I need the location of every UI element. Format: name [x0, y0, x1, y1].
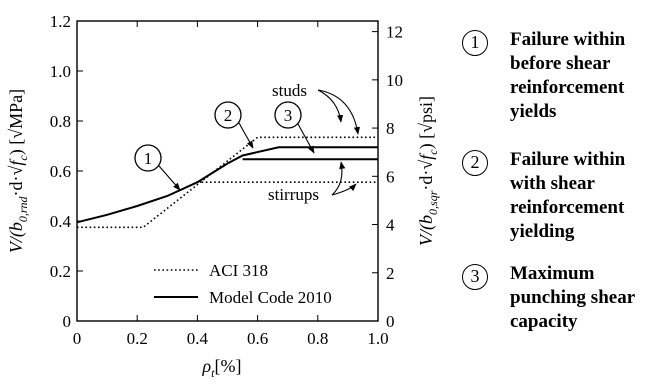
chart-legend: ACI 318 Model Code 2010: [154, 261, 332, 307]
chart: 0 0.2 0.4 0.6 0.8 1.000.20.40.60.81.01.202468…: [6, 12, 440, 380]
stirrups-arrow: [331, 161, 346, 196]
y-tick-label-right: 0: [386, 312, 395, 331]
note-number: 2: [462, 150, 488, 176]
x-tick-label: 0.4: [187, 329, 209, 348]
x-tick-label: 0.2: [127, 329, 148, 348]
stirrups-arrow: [331, 183, 357, 196]
marker-3: 3: [274, 101, 315, 154]
x-tick-label: 1.0: [367, 329, 388, 348]
marker-1: 1: [134, 144, 181, 191]
y-tick-label-right: 8: [386, 119, 395, 138]
x-tick-label: 0.6: [247, 329, 268, 348]
note-text: Failure within before shear reinforcemen…: [510, 29, 626, 122]
y-tick-label-right: 4: [386, 216, 395, 235]
note-text: Failure within with shear reinforcement …: [510, 149, 626, 242]
marker-2: 2: [214, 101, 254, 149]
y-axis-label-right: V/(b0,sqr·d·√fc) [√psi]: [416, 96, 440, 246]
note-text: Maximum punching shear capacity: [510, 263, 635, 332]
y-tick-label-left: 1.2: [50, 12, 71, 31]
note-number: 3: [462, 264, 488, 290]
stirrups-label: stirrups: [268, 185, 319, 204]
studs-arrow: [317, 89, 344, 123]
y-tick-label-left: 0.6: [50, 162, 71, 181]
svg-text:2: 2: [224, 106, 233, 125]
studs-label: studs: [272, 81, 307, 100]
series-line-aci: [77, 136, 378, 229]
x-tick-label: 0: [73, 329, 82, 348]
y-tick-label-right: 6: [386, 167, 395, 186]
series-line-model-code: [76, 146, 378, 224]
svg-text:3: 3: [284, 106, 293, 125]
y-tick-label-right: 12: [386, 23, 403, 42]
x-axis-label: ρt[%]: [202, 356, 242, 380]
y-tick-label-left: 0.8: [50, 112, 71, 131]
y-tick-label-right: 10: [386, 71, 403, 90]
note-number: 1: [462, 30, 488, 56]
y-tick-label-left: 0.4: [50, 212, 72, 231]
y-tick-label-right: 2: [386, 264, 395, 283]
studs-arrow: [317, 89, 360, 135]
legend-label-aci: ACI 318: [209, 261, 268, 280]
y-tick-label-left: 0.2: [50, 262, 71, 281]
svg-text:1: 1: [144, 149, 153, 168]
legend-label-mc: Model Code 2010: [209, 288, 332, 307]
y-tick-label-left: 0: [63, 312, 72, 331]
y-axis-label-left: V/(b0,rnd·d·√fc) [√MPa]: [6, 89, 30, 253]
x-tick-label: 0.8: [307, 329, 328, 348]
y-tick-label-left: 1.0: [50, 62, 71, 81]
